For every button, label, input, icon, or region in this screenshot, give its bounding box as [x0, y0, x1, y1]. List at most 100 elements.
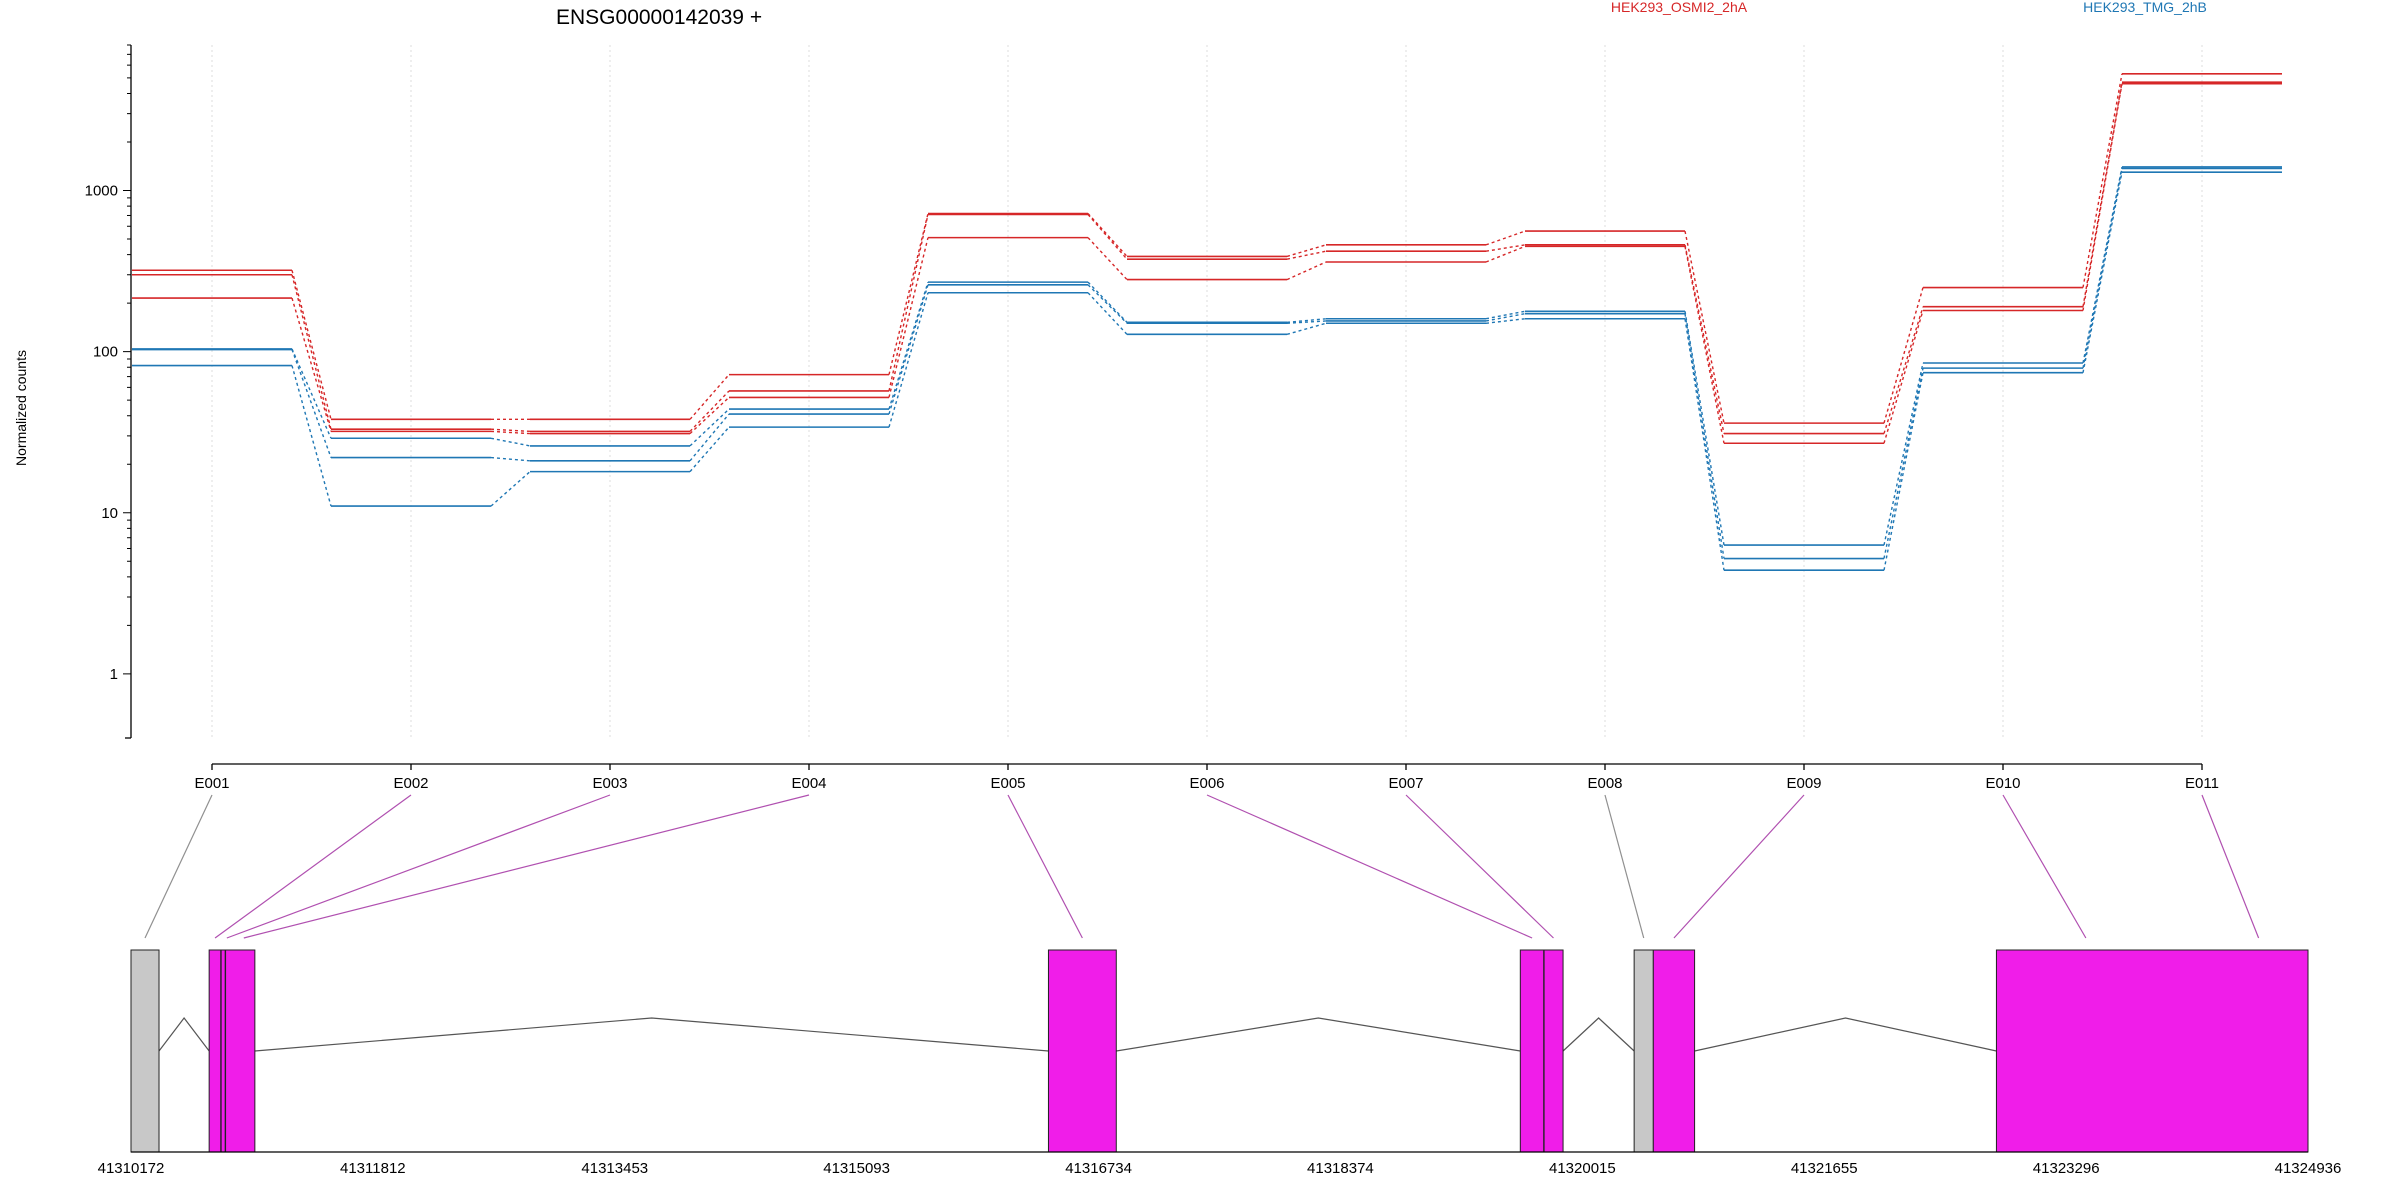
x-tick-label-e004: E004 [791, 775, 826, 792]
series-5-connector [291, 365, 332, 507]
series-2-connector [291, 297, 332, 432]
x-tick-label-e010: E010 [1985, 775, 2020, 792]
series-0-connector [689, 374, 730, 420]
x-tick-label-e009: E009 [1786, 775, 1821, 792]
connector-e006 [1206, 794, 1533, 939]
coordinate-tick-label: 41311812 [340, 1160, 406, 1177]
series-5-connector [888, 292, 929, 428]
intron-line [158, 1017, 210, 1052]
intron-line [1562, 1017, 1635, 1052]
connector-e002 [214, 794, 412, 939]
series-5-connector [1087, 292, 1128, 335]
coordinate-tick-label: 41324936 [2275, 1160, 2342, 1177]
series-2-connector [1286, 261, 1327, 281]
series-4-connector [1087, 284, 1128, 324]
coordinate-tick-label: 41315093 [823, 1160, 890, 1177]
series-3-connector [888, 281, 929, 410]
x-tick-label-e011: E011 [2185, 775, 2219, 792]
series-2-connector [490, 430, 531, 435]
x-tick-label-e005: E005 [990, 775, 1025, 792]
series-4-connector [689, 413, 730, 462]
series-0-connector [1087, 213, 1128, 257]
y-tick-label: 100 [93, 344, 118, 361]
connector-e001 [144, 794, 213, 939]
series-0-connector [1485, 230, 1526, 246]
connector-e011 [2201, 794, 2260, 939]
chart-title: ENSG00000142039 + [556, 6, 762, 29]
series-2-connector [1087, 237, 1128, 281]
series-1-connector [2082, 82, 2123, 307]
series-3-connector [689, 408, 730, 447]
series-3-connector [1087, 281, 1128, 323]
series-4-connector [1883, 367, 1924, 559]
series-0-connector [888, 213, 929, 375]
series-3-connector [1485, 310, 1526, 320]
series-3-connector [1286, 318, 1327, 324]
series-4-connector [888, 284, 929, 415]
y-axis-label: Normalized counts [13, 350, 29, 466]
y-tick-label: 10 [101, 505, 118, 522]
series-5-connector [1684, 318, 1725, 571]
series-4-connector [1286, 320, 1327, 324]
series-1-connector [490, 428, 531, 433]
exon-box-2 [1047, 949, 1117, 1153]
series-4-connector [2082, 168, 2123, 369]
exon-box-5 [1652, 949, 1696, 1153]
series-1-connector [1485, 244, 1526, 252]
series-0-connector [1286, 244, 1327, 258]
x-tick-label-e008: E008 [1587, 775, 1622, 792]
connector-e005 [1007, 794, 1083, 939]
series-1-connector [291, 274, 332, 430]
coordinate-tick-label: 41313453 [581, 1160, 648, 1177]
series-0-connector [2082, 73, 2123, 288]
series-3-connector [1883, 362, 1924, 546]
axes: 1 10 100 1000 E001 E002 E003 E004 E005 E006 E007 E0… [85, 44, 2219, 792]
exon-box-3 [1519, 949, 1564, 1153]
series-5-connector [1286, 322, 1327, 336]
coordinate-tick-label: 41320015 [1549, 1160, 1616, 1177]
exon-box-0 [130, 949, 160, 1153]
x-tick-label-e002: E002 [393, 775, 428, 792]
x-tick-label-e003: E003 [592, 775, 627, 792]
genomic-coordinate-axis: 41310172 41311812 41313453 41315093 41316734… [98, 1151, 2342, 1177]
x-tick-label-e007: E007 [1388, 775, 1423, 792]
series-5-connector [689, 426, 730, 473]
intron-line [1694, 1017, 1997, 1052]
y-tick-label: 1000 [85, 183, 118, 200]
series-5-connector [490, 471, 531, 507]
coordinate-tick-label: 41318374 [1307, 1160, 1374, 1177]
series-2-connector [888, 237, 929, 398]
exon-box-6 [1995, 949, 2309, 1153]
connector-e008 [1604, 794, 1645, 939]
series-2-connector [1883, 310, 1924, 444]
series-5-connector [2082, 172, 2123, 373]
series-1-connector [689, 390, 730, 432]
coordinate-tick-label: 41323296 [2033, 1160, 2100, 1177]
series-2-connector [1485, 245, 1526, 263]
series-5-connector [1883, 372, 1924, 571]
legend-entry-tmg: HEK293_TMG_2hB [2083, 0, 2207, 15]
series-2-connector [689, 396, 730, 435]
series-1-connector [1684, 244, 1725, 434]
series-3-connector [1684, 311, 1725, 546]
exon-boxes [130, 949, 2309, 1153]
series-2-connector [2082, 83, 2123, 311]
series-4-connector [1485, 312, 1526, 322]
connector-e004 [243, 794, 810, 939]
series-5-connector [1485, 318, 1526, 324]
series-lines [132, 73, 2282, 572]
series-0-connector [1684, 230, 1725, 424]
connector-e007 [1405, 794, 1554, 939]
series-3-connector [490, 437, 531, 447]
exon-connector-lines [144, 794, 2260, 939]
coordinate-tick-label: 41321655 [1791, 1160, 1858, 1177]
series-1-connector [1883, 306, 1924, 434]
connector-e003 [226, 794, 611, 939]
series-1-connector [1286, 250, 1327, 260]
y-tick-label: 1 [110, 666, 118, 683]
legend-entry-osmi2: HEK293_OSMI2_2hA [1611, 0, 1748, 15]
vertical-gridlines [211, 45, 2203, 738]
x-tick-label-e001: E001 [194, 775, 229, 792]
series-4-connector [1684, 313, 1725, 559]
